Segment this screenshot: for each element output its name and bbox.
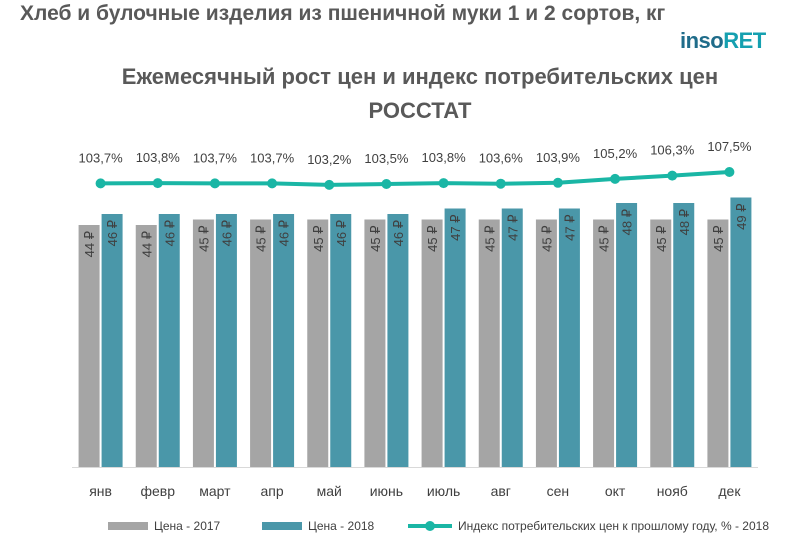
legend-item-index: Индекс потребительских цен к прошлому го… <box>408 519 769 533</box>
bar-2017 <box>78 225 100 467</box>
bar-label-2018: 46 ₽ <box>162 220 177 246</box>
index-point <box>267 178 278 189</box>
bar-2018 <box>558 208 580 467</box>
index-label: 103,9% <box>536 150 581 165</box>
bar-label-2017: 45 ₽ <box>254 226 269 252</box>
index-label: 105,2% <box>593 146 638 161</box>
bar-label-2017: 45 ₽ <box>597 226 612 252</box>
bar-2017 <box>192 219 214 467</box>
bar-2017 <box>650 219 672 467</box>
insoret-logo: insoRET <box>680 28 766 53</box>
legend-swatch-2017 <box>108 522 148 530</box>
bar-2017 <box>364 219 386 467</box>
index-point <box>724 167 735 177</box>
index-label: 103,6% <box>479 151 524 166</box>
bar-2018 <box>215 214 237 467</box>
index-label: 103,2% <box>307 152 352 167</box>
bar-2018 <box>273 214 295 467</box>
index-point <box>610 173 621 184</box>
index-label: 103,5% <box>364 151 409 166</box>
x-tick-label: март <box>199 483 231 499</box>
bar-2017 <box>707 219 729 467</box>
bar-label-2018: 48 ₽ <box>677 209 692 235</box>
bar-label-2018: 46 ₽ <box>277 220 292 246</box>
index-point <box>324 179 335 190</box>
bar-label-2018: 46 ₽ <box>219 220 234 246</box>
bar-label-2017: 44 ₽ <box>82 231 97 257</box>
index-label: 106,3% <box>650 143 695 158</box>
bar-label-2017: 44 ₽ <box>139 231 154 257</box>
index-point <box>381 179 392 189</box>
bar-label-2017: 45 ₽ <box>539 226 554 252</box>
bar-2018 <box>387 214 409 467</box>
bar-label-2018: 46 ₽ <box>105 220 120 246</box>
index-point <box>552 177 563 188</box>
index-line <box>100 170 730 187</box>
index-label: 103,8% <box>136 150 181 165</box>
index-label: 103,7% <box>250 150 295 165</box>
legend-swatch-2018 <box>262 522 302 530</box>
x-tick-label: нояб <box>657 483 688 499</box>
bar-2018 <box>673 203 695 467</box>
x-tick-label: июнь <box>370 483 403 499</box>
bar-2017 <box>478 219 500 467</box>
chart-subtitle: Ежемесячный рост цен и индекс потребител… <box>121 64 719 89</box>
legend-label-2017: Цена - 2017 <box>154 519 221 533</box>
bar-2018 <box>501 208 523 467</box>
bar-label-2017: 45 ₽ <box>482 226 497 252</box>
bar-label-2017: 45 ₽ <box>711 226 726 252</box>
bar-2018 <box>158 214 180 467</box>
bar-2018 <box>101 214 123 467</box>
bar-2017 <box>593 219 615 467</box>
x-tick-label: авг <box>491 483 511 499</box>
bar-label-2017: 45 ₽ <box>654 226 669 252</box>
bar-2017 <box>421 219 443 467</box>
bar-2017 <box>535 219 557 467</box>
index-label: 103,7% <box>193 150 238 165</box>
index-point <box>209 178 220 189</box>
index-point <box>667 170 678 181</box>
bar-label-2018: 46 ₽ <box>334 220 349 246</box>
legend-item-2017: Цена - 2017 <box>108 519 220 533</box>
bar-2018 <box>616 203 638 467</box>
legend-label-index: Индекс потребительских цен к прошлому го… <box>458 519 769 533</box>
legend-label-2018: Цена - 2018 <box>308 519 375 533</box>
legend-item-2018: Цена - 2018 <box>262 519 374 533</box>
bar-label-2018: 47 ₽ <box>505 215 520 241</box>
x-tick-label: апр <box>261 483 284 499</box>
x-tick-label: сен <box>547 483 570 499</box>
bar-label-2018: 47 ₽ <box>562 215 577 241</box>
bar-label-2017: 45 ₽ <box>196 226 211 252</box>
x-tick-label: дек <box>718 483 741 499</box>
index-point <box>95 178 106 189</box>
bar-label-2018: 47 ₽ <box>448 215 463 241</box>
bar-2018 <box>330 214 352 467</box>
x-tick-label: окт <box>605 483 626 499</box>
bar-label-2018: 48 ₽ <box>620 209 635 235</box>
index-point <box>495 178 506 189</box>
bar-label-2018: 46 ₽ <box>391 220 406 246</box>
chart-title: Хлеб и булочные изделия из пшеничной мук… <box>20 2 666 25</box>
index-point <box>152 178 163 189</box>
index-label: 103,7% <box>79 150 124 165</box>
index-label: 103,8% <box>422 150 467 165</box>
index-point <box>438 178 449 189</box>
bar-label-2017: 45 ₽ <box>311 226 326 252</box>
bar-2018 <box>444 208 466 467</box>
bar-label-2017: 45 ₽ <box>368 226 383 252</box>
legend-swatch-index <box>408 521 452 531</box>
bar-2018 <box>730 197 752 467</box>
bar-2017 <box>307 219 329 467</box>
bar-2017 <box>250 219 272 467</box>
x-tick-label: янв <box>89 483 112 499</box>
x-tick-label: май <box>317 483 342 499</box>
index-label: 107,5% <box>707 139 752 154</box>
x-tick-label: февр <box>140 483 175 499</box>
chart-source: РОССТАТ <box>368 98 472 123</box>
bar-2017 <box>135 225 157 467</box>
bar-label-2017: 45 ₽ <box>425 226 440 252</box>
bar-label-2018: 49 ₽ <box>734 204 749 230</box>
x-tick-label: июль <box>427 483 460 499</box>
